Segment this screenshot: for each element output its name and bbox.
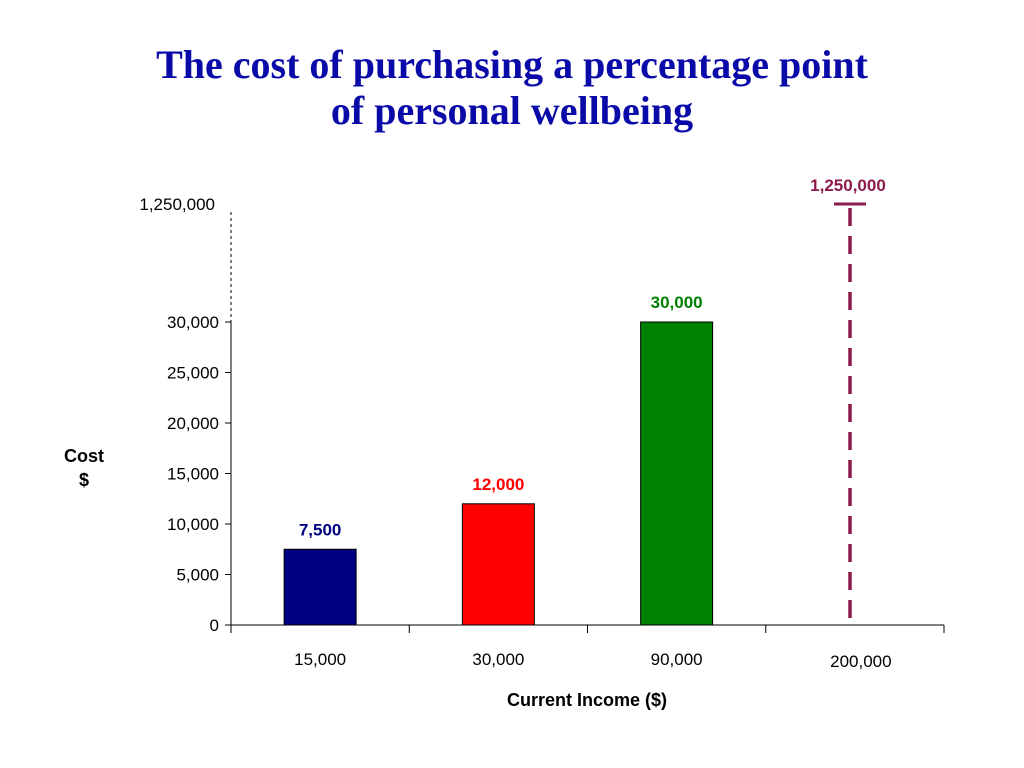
y-tick-label: 15,000	[167, 465, 219, 484]
x-axis-title: Current Income ($)	[506, 690, 668, 710]
y-axis-title-line-2: $	[78, 470, 89, 490]
bars	[283, 202, 866, 626]
y-axis-title-line-1: Cost	[64, 446, 104, 466]
title-line-2: of personal wellbeing	[330, 88, 694, 133]
data-label: 1,250,000	[810, 176, 886, 195]
title-line-1: The cost of purchasing a percentage poin…	[156, 42, 868, 87]
y-break-tick-label: 1,250,000	[139, 195, 215, 214]
y-tick-label: 10,000	[167, 515, 219, 534]
data-labels: 7,500 12,000 30,000 1,250,000	[299, 176, 886, 539]
bar	[461, 503, 535, 626]
bar	[283, 548, 357, 626]
data-label: 12,000	[472, 475, 524, 494]
y-tick-label: 30,000	[167, 313, 219, 332]
bar	[640, 321, 714, 626]
x-tick-label: 90,000	[651, 650, 703, 669]
y-axis-title: Cost $	[52, 444, 116, 492]
data-label: 30,000	[651, 293, 703, 312]
slide-title: The cost of purchasing a percentage poin…	[62, 42, 962, 134]
y-tick-label: 20,000	[167, 414, 219, 433]
x-axis: 15,000 30,000 90,000 200,000	[230, 624, 945, 671]
y-tick-label: 0	[210, 616, 219, 635]
y-axis: 0 5,000 10,000 15,000 20,000 25,000 30,000 1,25…	[139, 195, 232, 635]
x-tick-label: 30,000	[472, 650, 524, 669]
y-tick-label: 25,000	[167, 364, 219, 383]
data-label: 7,500	[299, 520, 342, 539]
x-tick-label: 200,000	[830, 652, 891, 671]
y-tick-label: 5,000	[176, 566, 219, 585]
x-tick-label: 15,000	[294, 650, 346, 669]
